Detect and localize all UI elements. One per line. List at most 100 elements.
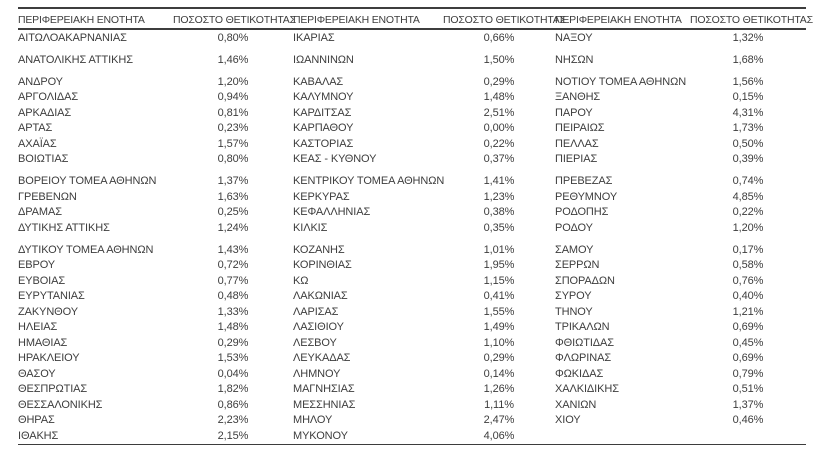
table-row: ΒΟΡΕΙΟΥ ΤΟΜΕΑ ΑΘΗΝΩΝ 1,37% ΚΕΝΤΡΙΚΟΥ ΤΟΜΕΑ… — [18, 167, 806, 189]
region-name-cell: ΜΗΛΟΥ — [293, 414, 333, 427]
region-name-cell: ΠΕΛΛΑΣ — [555, 137, 599, 150]
table-row: ΒΟΙΩΤΙΑΣ 0,80% ΚΕΑΣ - ΚΥΘΝΟΥ 0,37% ΠΙΕΡΙΑΣ 0,… — [18, 152, 806, 168]
region-name-cell: ΧΙΟΥ — [555, 414, 581, 427]
region-name-cell: ΖΑΚΥΝΘΟΥ — [18, 305, 78, 318]
positivity-value-cell: 0,29% — [217, 336, 249, 349]
positivity-value-cell: 0,80% — [217, 31, 249, 44]
region-name-cell: ΜΕΣΣΗΝΙΑΣ — [293, 398, 356, 411]
region-name-cell: ΝΑΞΟΥ — [555, 31, 593, 44]
region-name-cell: ΘΑΣΟΥ — [18, 367, 56, 380]
region-name-cell: ΚΕΡΚΥΡΑΣ — [293, 190, 350, 203]
table-row: ΔΥΤΙΚΗΣ ΑΤΤΙΚΗΣ 1,24% ΚΙΛΚΙΣ 0,35% ΡΟΔΟΥ 1,20… — [18, 220, 806, 236]
positivity-value-cell: 0,51% — [732, 383, 764, 396]
table-body: ΑΙΤΩΛΟΑΚΑΡΝΑΝΙΑΣ 0,80% ΙΚΑΡΙΑΣ 0,66% ΝΑΞΟΥ 1,… — [18, 30, 806, 445]
table-row: ΕΥΡΥΤΑΝΙΑΣ 0,48% ΛΑΚΩΝΙΑΣ 0,41% ΣΥΡΟΥ 0,40% — [18, 289, 806, 305]
positivity-value-cell: 0,25% — [217, 206, 249, 219]
table-row: ΑΝΑΤΟΛΙΚΗΣ ΑΤΤΙΚΗΣ 1,46% ΙΩΑΝΝΙΝΩΝ 1,50% ΝΗΣ… — [18, 46, 806, 68]
region-name-cell: ΔΡΑΜΑΣ — [18, 206, 62, 219]
region-name-cell: ΘΗΡΑΣ — [18, 414, 55, 427]
positivity-value-cell: 0,74% — [732, 175, 764, 188]
region-name-cell: ΑΡΓΟΛΙΔΑΣ — [18, 91, 79, 104]
positivity-value-cell: 1,23% — [483, 190, 515, 203]
positivity-value-cell: 0,45% — [732, 336, 764, 349]
region-name-cell: ΠΕΙΡΑΙΩΣ — [555, 122, 605, 135]
region-name-cell: ΕΥΡΥΤΑΝΙΑΣ — [18, 290, 85, 303]
table-row: ΑΧΑΪΑΣ 1,57% ΚΑΣΤΟΡΙΑΣ 0,22% ΠΕΛΛΑΣ 0,50% — [18, 136, 806, 152]
table-row: ΘΕΣΠΡΩΤΙΑΣ 1,82% ΜΑΓΝΗΣΙΑΣ 1,26% ΧΑΛΚΙΔΙΚΗΣ 0… — [18, 382, 806, 398]
positivity-value-cell: 0,04% — [217, 367, 249, 380]
region-name-cell: ΣΕΡΡΩΝ — [555, 259, 600, 272]
positivity-value-cell: 0,94% — [217, 91, 249, 104]
region-name-cell: ΑΧΑΪΑΣ — [18, 137, 57, 150]
region-name-cell: ΦΛΩΡΙΝΑΣ — [555, 352, 612, 365]
positivity-value-cell: 1,21% — [732, 305, 764, 318]
positivity-value-cell: 1,68% — [732, 53, 764, 66]
region-name-cell: ΚΟΡΙΝΘΙΑΣ — [293, 259, 352, 272]
positivity-value-cell: 1,20% — [732, 221, 764, 234]
region-name-cell: ΛΑΣΙΘΙΟΥ — [293, 321, 344, 334]
positivity-value-cell: 0,39% — [732, 153, 764, 166]
region-name-cell: ΑΡΤΑΣ — [18, 122, 53, 135]
positivity-value-cell: 1,33% — [217, 305, 249, 318]
region-name-cell: ΚΑΣΤΟΡΙΑΣ — [293, 137, 354, 150]
region-name-cell: ΔΥΤΙΚΟΥ ΤΟΜΕΑ ΑΘΗΝΩΝ — [18, 243, 154, 256]
positivity-value-cell: 0,22% — [732, 206, 764, 219]
table-header-row: ΠΕΡΙΦΕΡΕΙΑΚΗ ΕΝΟΤΗΤΑ ΠΟΣΟΣΤΟ ΘΕΤΙΚΟΤΗΤΑΣ… — [18, 9, 813, 30]
positivity-value-cell: 0,29% — [483, 352, 515, 365]
positivity-value-cell: 1,37% — [732, 398, 764, 411]
positivity-value-cell: 0,66% — [483, 31, 515, 44]
region-name-cell: ΧΑΛΚΙΔΙΚΗΣ — [555, 383, 619, 396]
positivity-value-cell: 2,47% — [483, 414, 515, 427]
positivity-value-cell: 1,56% — [732, 75, 764, 88]
region-name-cell: ΛΕΥΚΑΔΑΣ — [293, 352, 351, 365]
table-row: ΖΑΚΥΝΘΟΥ 1,33% ΛΑΡΙΣΑΣ 1,55% ΤΗΝΟΥ 1,21% — [18, 304, 806, 320]
region-name-cell: ΡΕΘΥΜΝΟΥ — [555, 190, 618, 203]
positivity-value-cell: 1,41% — [483, 175, 515, 188]
positivity-value-cell: 2,51% — [483, 106, 515, 119]
region-name-cell: ΓΡΕΒΕΝΩΝ — [18, 190, 77, 203]
positivity-value-cell: 0,76% — [732, 274, 764, 287]
region-name-cell: ΧΑΝΙΩΝ — [555, 398, 597, 411]
positivity-value-cell: 1,48% — [217, 321, 249, 334]
column-header-region-2: ΠΕΡΙΦΕΡΕΙΑΚΗ ΕΝΟΤΗΤΑ — [293, 14, 420, 26]
positivity-value-cell: 1,95% — [483, 259, 515, 272]
positivity-value-cell: 4,85% — [732, 190, 764, 203]
region-name-cell: ΕΒΡΟΥ — [18, 259, 56, 272]
table-row: ΕΥΒΟΙΑΣ 0,77% ΚΩ 1,15% ΣΠΟΡΑΔΩΝ 0,76% — [18, 273, 806, 289]
table-row: ΙΘΑΚΗΣ 2,15% ΜΥΚΟΝΟΥ 4,06% — [18, 428, 806, 444]
region-name-cell: ΣΥΡΟΥ — [555, 290, 592, 303]
region-name-cell: ΗΡΑΚΛΕΙΟΥ — [18, 352, 80, 365]
table-row: ΑΡΓΟΛΙΔΑΣ 0,94% ΚΑΛΥΜΝΟΥ 1,48% ΞΑΝΘΗΣ 0,15% — [18, 90, 806, 106]
region-name-cell: ΜΥΚΟΝΟΥ — [293, 429, 348, 442]
positivity-value-cell: 2,15% — [217, 429, 249, 442]
positivity-value-cell: 0,79% — [732, 367, 764, 380]
positivity-value-cell: 0,15% — [732, 91, 764, 104]
positivity-value-cell: 1,55% — [483, 305, 515, 318]
region-name-cell: ΚΑΛΥΜΝΟΥ — [293, 91, 354, 104]
positivity-value-cell: 1,15% — [483, 274, 515, 287]
table-row: ΕΒΡΟΥ 0,72% ΚΟΡΙΝΘΙΑΣ 1,95% ΣΕΡΡΩΝ 0,58% — [18, 258, 806, 274]
region-name-cell: ΜΑΓΝΗΣΙΑΣ — [293, 383, 355, 396]
positivity-value-cell: 0,86% — [217, 398, 249, 411]
region-name-cell: ΚΑΒΑΛΑΣ — [293, 75, 344, 88]
region-name-cell: ΒΟΡΕΙΟΥ ΤΟΜΕΑ ΑΘΗΝΩΝ — [18, 175, 157, 188]
positivity-value-cell: 0,23% — [217, 122, 249, 135]
region-name-cell: ΕΥΒΟΙΑΣ — [18, 274, 66, 287]
table-row: ΑΡΤΑΣ 0,23% ΚΑΡΠΑΘΟΥ 0,00% ΠΕΙΡΑΙΩΣ 1,73% — [18, 121, 806, 137]
column-header-positivity-3: ΠΟΣΟΣΤΟ ΘΕΤΙΚΟΤΗΤΑΣ — [690, 14, 813, 26]
positivity-value-cell: 0,48% — [217, 290, 249, 303]
positivity-value-cell: 1,01% — [483, 243, 515, 256]
region-name-cell: ΑΝΑΤΟΛΙΚΗΣ ΑΤΤΙΚΗΣ — [18, 53, 133, 66]
positivity-value-cell: 0,81% — [217, 106, 249, 119]
positivity-value-cell: 0,50% — [732, 137, 764, 150]
positivity-value-cell: 0,00% — [483, 122, 515, 135]
table-row: ΗΜΑΘΙΑΣ 0,29% ΛΕΣΒΟΥ 1,10% ΦΘΙΩΤΙΔΑΣ 0,45% — [18, 335, 806, 351]
region-name-cell: ΤΡΙΚΑΛΩΝ — [555, 321, 610, 334]
region-name-cell: ΝΗΣΩΝ — [555, 53, 594, 66]
table-row: ΑΝΔΡΟΥ 1,20% ΚΑΒΑΛΑΣ 0,29% ΝΟΤΙΟΥ ΤΟΜΕΑ ΑΘΗΝ… — [18, 68, 806, 90]
table-row: ΔΥΤΙΚΟΥ ΤΟΜΕΑ ΑΘΗΝΩΝ 1,43% ΚΟΖΑΝΗΣ 1,01% ΣΑΜ… — [18, 236, 806, 258]
region-name-cell: ΘΕΣΠΡΩΤΙΑΣ — [18, 383, 88, 396]
positivity-value-cell: 1,82% — [217, 383, 249, 396]
positivity-value-cell: 1,10% — [483, 336, 515, 349]
